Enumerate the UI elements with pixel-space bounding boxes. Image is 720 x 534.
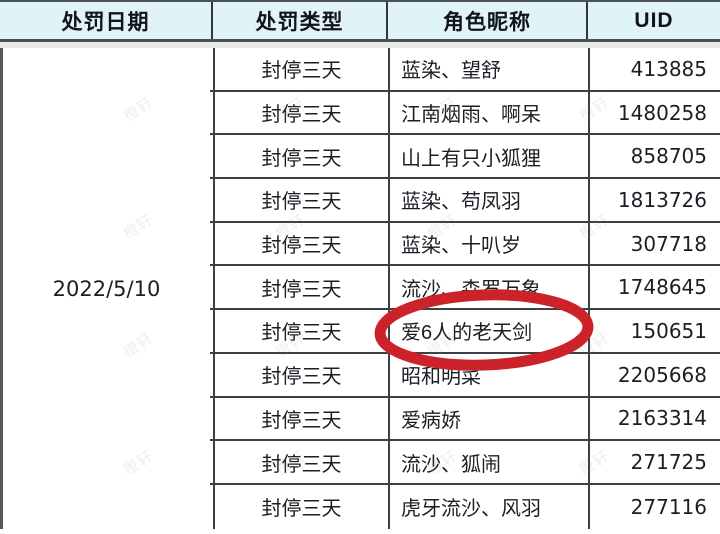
cell-role-nickname: 流沙、狐闹	[388, 441, 588, 483]
cell-penalty-type: 封停三天	[213, 48, 388, 90]
cell-uid: 307718	[588, 222, 720, 265]
cell-role-nickname: 爱病娇	[388, 397, 588, 440]
column-header-name: 角色昵称	[388, 2, 588, 39]
cell-role-nickname: 流沙、森罗万象	[388, 266, 588, 309]
cell-role-nickname: 虎牙流沙、风羽	[388, 484, 588, 529]
cell-uid: 858705	[588, 135, 720, 178]
cell-role-nickname: 蓝染、十叭岁	[388, 222, 588, 265]
cell-penalty-type: 封停三天	[213, 91, 388, 134]
cell-uid: 413885	[588, 48, 720, 90]
cell-role-nickname: 江南烟雨、啊呆	[388, 91, 588, 134]
cell-uid: 1813726	[588, 179, 720, 221]
cell-uid: 150651	[588, 310, 720, 352]
cell-role-nickname: 昭和明菜	[388, 353, 588, 396]
header-gutter	[0, 42, 720, 48]
cell-uid: 1748645	[588, 266, 720, 309]
cell-penalty-type: 封停三天	[213, 441, 388, 483]
cell-uid: 2163314	[588, 397, 720, 440]
cell-penalty-type: 封停三天	[213, 222, 388, 265]
cell-uid: 277116	[588, 484, 720, 529]
cell-uid: 2205668	[588, 353, 720, 396]
cell-penalty-type: 封停三天	[213, 397, 388, 440]
merged-date-cell: 2022/5/10	[0, 48, 210, 529]
cell-uid: 271725	[588, 441, 720, 483]
table-header-row: 处罚日期 处罚类型 角色昵称 UID	[0, 0, 720, 42]
cell-role-nickname: 蓝染、望舒	[388, 48, 588, 90]
cell-penalty-type: 封停三天	[213, 310, 388, 352]
cell-penalty-type: 封停三天	[213, 266, 388, 309]
cell-penalty-type: 封停三天	[213, 353, 388, 396]
cell-penalty-type: 封停三天	[213, 135, 388, 178]
column-header-type: 处罚类型	[213, 2, 388, 39]
cell-role-nickname: 爱6人的老天剑	[388, 310, 588, 352]
column-header-uid: UID	[634, 8, 674, 32]
cell-role-nickname: 蓝染、苟凤羽	[388, 179, 588, 221]
cell-penalty-type: 封停三天	[213, 484, 388, 529]
column-header-date: 处罚日期	[0, 2, 213, 39]
cell-penalty-type: 封停三天	[213, 179, 388, 221]
cell-role-nickname: 山上有只小狐狸	[388, 135, 588, 178]
cell-uid: 1480258	[588, 91, 720, 134]
